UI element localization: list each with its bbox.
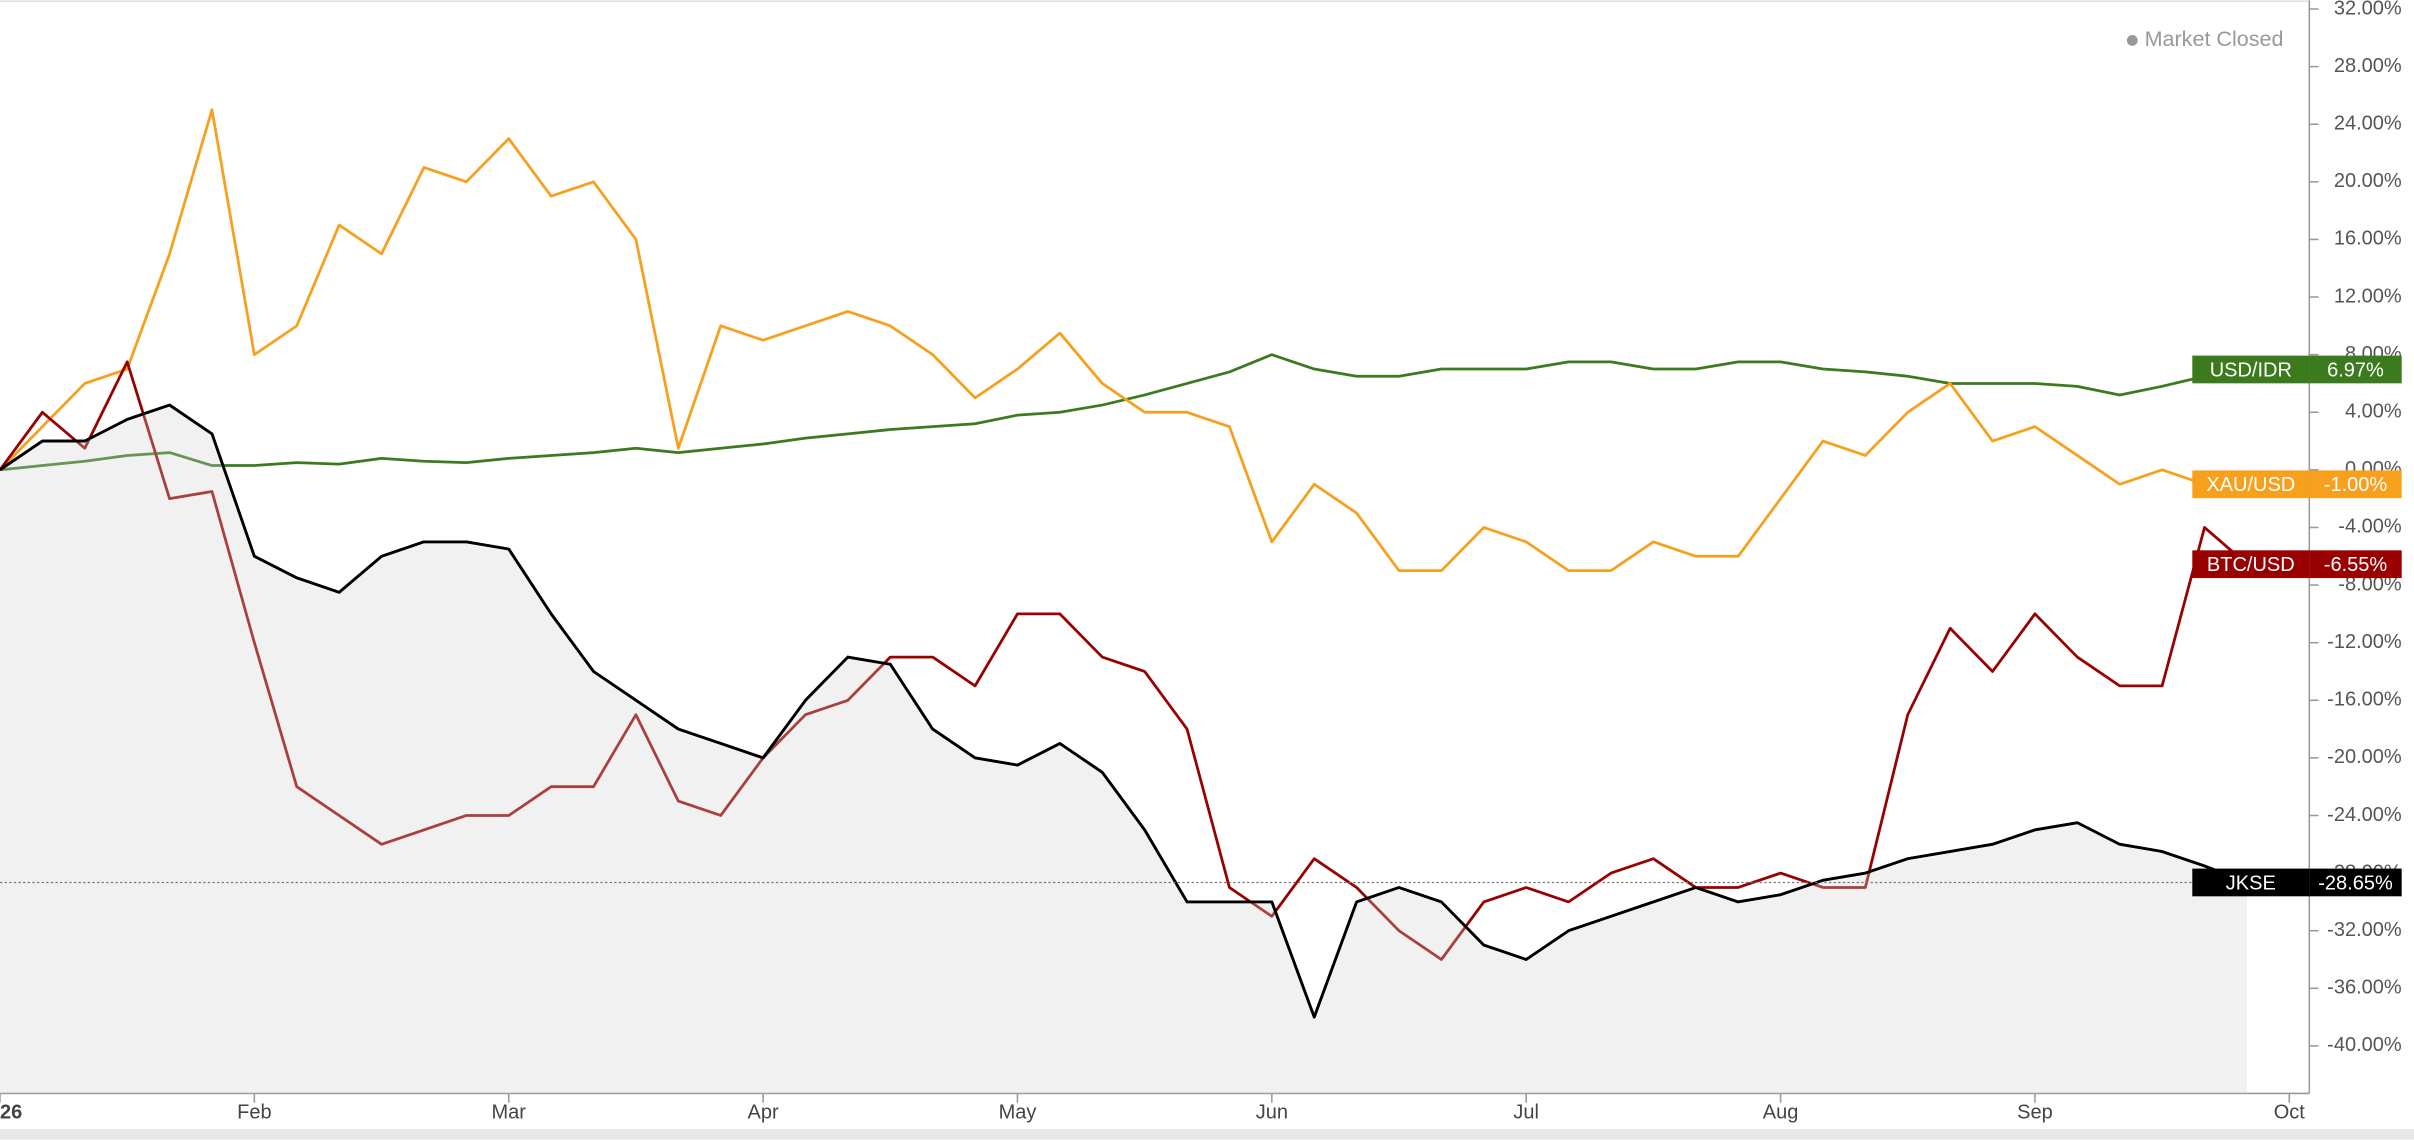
series-line [0, 360, 2248, 961]
y-tick-label: -8.00% [2338, 573, 2402, 595]
y-tick-label: -20.00% [2327, 746, 2402, 768]
end-value-label: -6.55% [2324, 554, 2388, 576]
x-tick-label: 2026 [0, 1102, 22, 1124]
index-area [0, 405, 2247, 1094]
y-tick-label: 20.00% [2334, 170, 2402, 192]
end-name: USD/IDR [2210, 359, 2292, 381]
end-name-box [2192, 550, 2310, 579]
y-tick-label: 4.00% [2345, 401, 2402, 423]
status-dot [2126, 35, 2138, 46]
y-tick-label: -16.00% [2327, 689, 2402, 711]
end-name: XAU/USD [2206, 474, 2295, 496]
end-value-label: -1.00% [2324, 474, 2388, 496]
bottom-strip [0, 1128, 2414, 1140]
y-tick-label: 24.00% [2334, 113, 2402, 135]
end-name: BTC/USD [2207, 554, 2295, 576]
end-name: JKSE [2226, 872, 2276, 894]
end-value-label: -28.65% [2318, 872, 2393, 894]
end-value-box [2309, 470, 2402, 499]
end-value-label: 6.97% [2327, 359, 2384, 381]
index-line [0, 403, 2248, 1019]
end-value-box [2309, 868, 2402, 897]
end-name-box [2192, 868, 2310, 897]
x-tick-label: Jul [1513, 1102, 1539, 1124]
series-line [0, 108, 2247, 573]
x-tick-label: Jun [1256, 1102, 1288, 1124]
y-tick-label: 32.00% [2334, 0, 2402, 19]
end-value-box [2309, 355, 2402, 384]
end-value-box [2309, 550, 2402, 579]
x-tick-label: Feb [237, 1102, 271, 1124]
end-name-box [2192, 355, 2310, 384]
x-tick-label: May [999, 1102, 1037, 1124]
y-tick-label: 12.00% [2334, 285, 2402, 307]
y-tick-label: -4.00% [2338, 516, 2402, 538]
x-tick-label: Mar [492, 1102, 527, 1124]
y-tick-label: 16.00% [2334, 228, 2402, 250]
series-line [0, 353, 2248, 472]
market-status: Market Closed [2145, 26, 2284, 51]
y-tick-label: -32.00% [2327, 919, 2402, 941]
end-name-box [2192, 470, 2310, 499]
x-tick-label: Aug [1763, 1102, 1799, 1124]
y-tick-label: 28.00% [2334, 55, 2402, 77]
y-tick-label: -24.00% [2327, 804, 2402, 826]
x-tick-label: Apr [748, 1102, 779, 1124]
y-tick-label: -12.00% [2327, 631, 2402, 653]
x-tick-label: Oct [2274, 1102, 2306, 1124]
y-tick-label: -36.00% [2327, 977, 2402, 999]
x-tick-label: Sep [2017, 1102, 2053, 1124]
y-tick-label: -40.00% [2327, 1034, 2402, 1056]
